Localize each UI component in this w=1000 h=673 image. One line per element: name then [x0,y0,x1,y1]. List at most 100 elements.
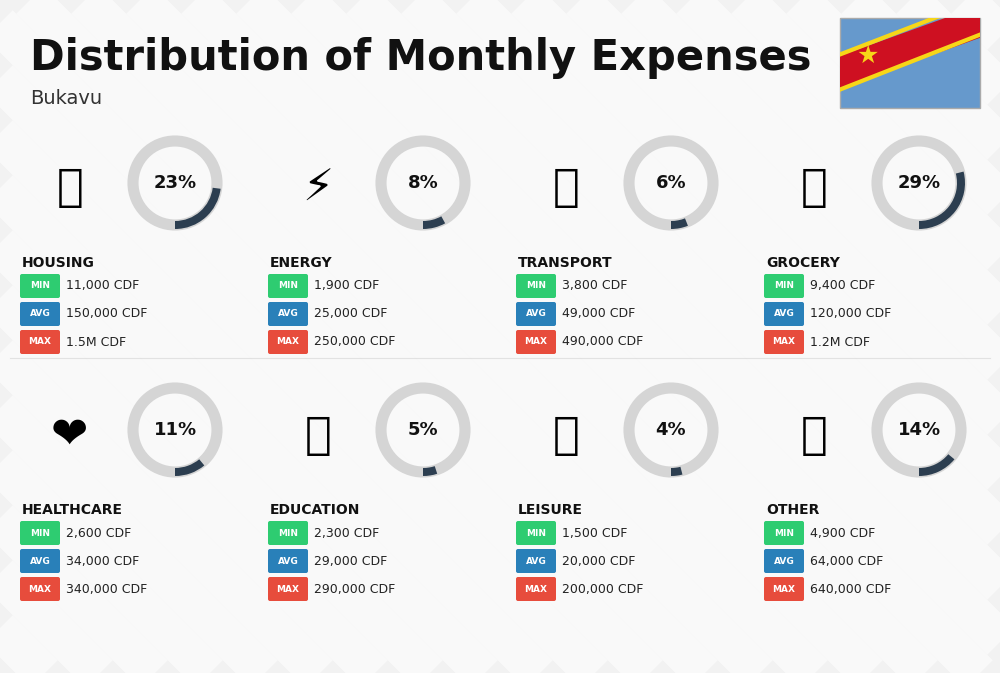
Text: ★: ★ [857,44,879,68]
Wedge shape [175,188,221,229]
Text: 4%: 4% [656,421,686,439]
Text: 11%: 11% [153,421,197,439]
Text: 9,400 CDF: 9,400 CDF [810,279,875,293]
Text: AVG: AVG [30,310,50,318]
Wedge shape [919,454,954,476]
Text: 11,000 CDF: 11,000 CDF [66,279,139,293]
FancyBboxPatch shape [764,577,804,601]
Text: 8%: 8% [408,174,438,192]
Text: MIN: MIN [774,281,794,291]
Wedge shape [175,459,204,476]
Text: 🚌: 🚌 [553,166,579,209]
FancyBboxPatch shape [516,274,556,298]
Text: AVG: AVG [774,557,794,565]
Text: ⚡: ⚡ [302,166,334,209]
Text: 3,800 CDF: 3,800 CDF [562,279,627,293]
Text: 💰: 💰 [801,413,827,456]
Text: 4,900 CDF: 4,900 CDF [810,526,875,540]
FancyBboxPatch shape [268,302,308,326]
FancyBboxPatch shape [268,521,308,545]
Text: 120,000 CDF: 120,000 CDF [810,308,891,320]
FancyBboxPatch shape [516,549,556,573]
Text: 20,000 CDF: 20,000 CDF [562,555,635,567]
Text: 🛍️: 🛍️ [553,413,579,456]
Text: AVG: AVG [278,310,298,318]
Text: 29%: 29% [897,174,941,192]
FancyBboxPatch shape [516,302,556,326]
Text: 490,000 CDF: 490,000 CDF [562,336,643,349]
FancyBboxPatch shape [268,549,308,573]
Text: AVG: AVG [526,557,546,565]
Text: OTHER: OTHER [766,503,819,517]
FancyBboxPatch shape [20,330,60,354]
Text: MAX: MAX [772,584,796,594]
Text: ENERGY: ENERGY [270,256,333,270]
Text: 1.2M CDF: 1.2M CDF [810,336,870,349]
Text: TRANSPORT: TRANSPORT [518,256,613,270]
Text: 🛒: 🛒 [801,166,827,209]
Text: HOUSING: HOUSING [22,256,95,270]
Text: Distribution of Monthly Expenses: Distribution of Monthly Expenses [30,37,812,79]
Text: MAX: MAX [28,584,52,594]
Text: 2,300 CDF: 2,300 CDF [314,526,379,540]
Text: 340,000 CDF: 340,000 CDF [66,583,147,596]
Text: 23%: 23% [153,174,197,192]
FancyBboxPatch shape [268,577,308,601]
Text: MAX: MAX [28,337,52,347]
Text: 1,900 CDF: 1,900 CDF [314,279,379,293]
Wedge shape [671,218,688,229]
FancyBboxPatch shape [764,274,804,298]
Text: MAX: MAX [772,337,796,347]
Text: HEALTHCARE: HEALTHCARE [22,503,123,517]
Text: MIN: MIN [526,281,546,291]
Text: 1.5M CDF: 1.5M CDF [66,336,126,349]
Text: 64,000 CDF: 64,000 CDF [810,555,883,567]
FancyBboxPatch shape [764,521,804,545]
Wedge shape [671,467,682,476]
FancyBboxPatch shape [20,521,60,545]
Text: 49,000 CDF: 49,000 CDF [562,308,635,320]
Text: ❤️: ❤️ [51,413,89,456]
Text: MIN: MIN [278,281,298,291]
Text: GROCERY: GROCERY [766,256,840,270]
FancyBboxPatch shape [516,577,556,601]
Text: 5%: 5% [408,421,438,439]
Text: AVG: AVG [278,557,298,565]
Text: 🏢: 🏢 [57,166,83,209]
Polygon shape [840,32,980,92]
FancyBboxPatch shape [764,302,804,326]
Text: 6%: 6% [656,174,686,192]
Text: MIN: MIN [526,528,546,538]
Text: AVG: AVG [30,557,50,565]
Text: MIN: MIN [30,528,50,538]
FancyBboxPatch shape [840,18,980,108]
Text: Bukavu: Bukavu [30,89,102,108]
Text: 290,000 CDF: 290,000 CDF [314,583,395,596]
Text: 200,000 CDF: 200,000 CDF [562,583,643,596]
FancyBboxPatch shape [516,330,556,354]
Wedge shape [423,216,445,229]
FancyBboxPatch shape [20,577,60,601]
Text: AVG: AVG [526,310,546,318]
Text: 1,500 CDF: 1,500 CDF [562,526,627,540]
Text: AVG: AVG [774,310,794,318]
FancyBboxPatch shape [268,330,308,354]
Wedge shape [919,172,965,229]
Text: 29,000 CDF: 29,000 CDF [314,555,387,567]
FancyBboxPatch shape [20,302,60,326]
FancyBboxPatch shape [764,330,804,354]
FancyBboxPatch shape [20,274,60,298]
Text: LEISURE: LEISURE [518,503,583,517]
Text: 🎓: 🎓 [305,413,331,456]
Text: 640,000 CDF: 640,000 CDF [810,583,891,596]
Text: 150,000 CDF: 150,000 CDF [66,308,147,320]
Text: 14%: 14% [897,421,941,439]
Text: EDUCATION: EDUCATION [270,503,360,517]
Text: MAX: MAX [276,584,300,594]
Polygon shape [840,0,980,57]
Text: MAX: MAX [524,337,548,347]
FancyBboxPatch shape [20,549,60,573]
Text: 34,000 CDF: 34,000 CDF [66,555,139,567]
Text: MAX: MAX [524,584,548,594]
Text: MIN: MIN [774,528,794,538]
